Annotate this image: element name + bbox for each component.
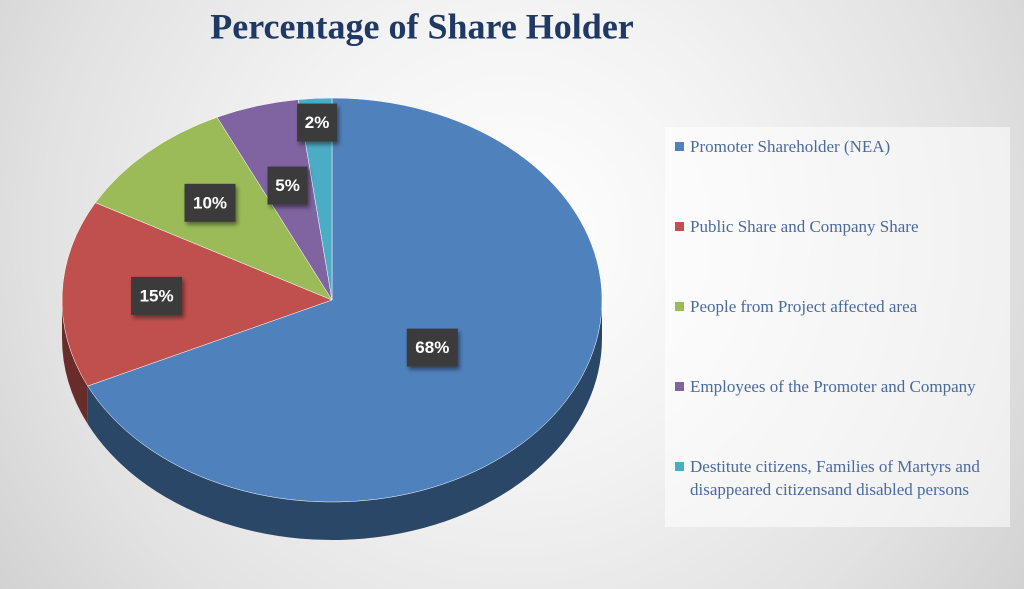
legend-label: Destitute citizens, Families of Martyrs … [690, 457, 980, 499]
legend: Promoter Shareholder (NEA) Public Share a… [665, 127, 1010, 527]
legend-item: Destitute citizens, Families of Martyrs … [675, 455, 1005, 501]
legend-swatch [675, 222, 684, 231]
value-label: 10% [193, 193, 227, 212]
value-label-box [297, 103, 338, 142]
slice [297, 97, 333, 301]
value-label: 2% [305, 113, 330, 132]
value-label-box [184, 183, 236, 222]
legend-item: Public Share and Company Share [675, 215, 1005, 238]
legend-swatch [675, 302, 684, 311]
legend-swatch [675, 142, 684, 151]
slice-side [87, 300, 602, 540]
legend-label: Promoter Shareholder (NEA) [690, 137, 891, 156]
legend-item: Promoter Shareholder (NEA) [675, 135, 1005, 158]
legend-swatch [675, 462, 684, 471]
legend-label: Employees of the Promoter and Company [690, 377, 976, 396]
value-label-box [267, 166, 308, 205]
legend-item: People from Project affected area [675, 295, 1005, 318]
value-label: 68% [415, 338, 449, 357]
chart-title: Percentage of Share Holder [210, 6, 634, 46]
slice [87, 97, 603, 503]
legend-label: People from Project affected area [690, 297, 918, 316]
legend-swatch [675, 382, 684, 391]
value-label-box [131, 276, 183, 315]
value-label: 5% [275, 176, 300, 195]
legend-item: Employees of the Promoter and Company [675, 375, 1005, 398]
value-label: 15% [140, 286, 174, 305]
value-label-box [406, 328, 458, 367]
legend-label: Public Share and Company Share [690, 217, 919, 236]
slice [61, 202, 333, 387]
